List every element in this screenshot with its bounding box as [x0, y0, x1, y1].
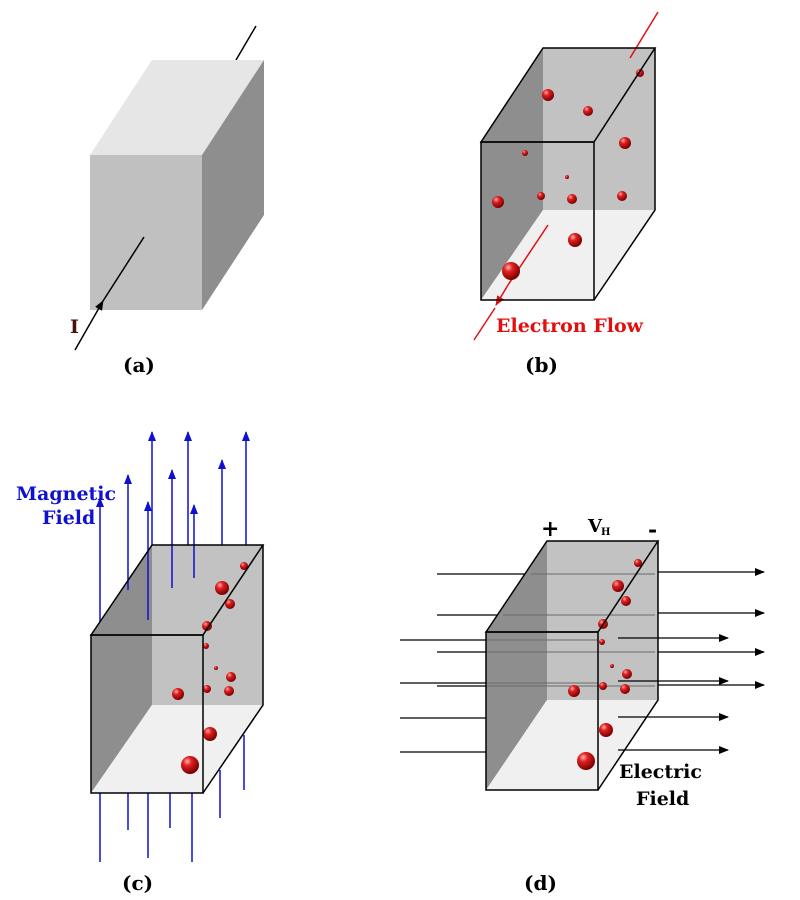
electron: [224, 686, 234, 696]
electrons-c: [172, 562, 248, 774]
caption-a: (a): [123, 353, 155, 377]
electron: [568, 685, 580, 697]
electron: [568, 233, 582, 247]
current-wire-top: [235, 25, 257, 61]
hall-voltage-subscript: H: [601, 527, 610, 538]
electron: [181, 756, 199, 774]
electron: [617, 191, 627, 201]
electrons-d: [568, 559, 642, 770]
hall-voltage-label: V: [587, 516, 603, 537]
block-left-face: [486, 541, 547, 790]
block-edges-c: [89, 544, 265, 794]
electron: [203, 685, 211, 693]
magnetic-field-lines-bottom: [99, 735, 245, 862]
block-edges-d: [484, 540, 660, 791]
block-left-face: [91, 545, 152, 793]
electron: [599, 639, 605, 645]
magnetic-field-arrows: [96, 431, 250, 622]
electron: [172, 688, 184, 700]
panel-d: + - V H Electric Field (d): [400, 516, 765, 895]
caption-c: (c): [122, 871, 153, 895]
caption-b: (b): [525, 353, 558, 377]
electron: [583, 106, 593, 116]
electron: [599, 682, 607, 690]
electric-field-arrows-right: [618, 568, 765, 754]
electrons-b: [492, 69, 644, 280]
electron: [565, 175, 569, 179]
positive-terminal-sign: +: [541, 516, 559, 542]
electron: [202, 621, 212, 631]
electron: [622, 669, 632, 679]
electric-field-lines-left: [400, 573, 531, 753]
electric-field-label-line1: Electric: [619, 761, 702, 783]
block-bottom-face: [481, 210, 655, 300]
electron-flow-arrow: [495, 284, 509, 306]
electron-flow-label: Electron Flow: [496, 315, 644, 337]
current-wire-inside: [102, 236, 145, 302]
electron: [226, 672, 236, 682]
panel-a: I (a): [70, 25, 264, 377]
current-label: I: [70, 316, 79, 338]
electron: [542, 89, 554, 101]
electron: [214, 666, 218, 670]
electron: [619, 137, 631, 149]
electron: [215, 581, 229, 595]
electric-field-label-line2: Field: [636, 788, 689, 810]
block-front-face: [90, 155, 202, 310]
block-left-face: [481, 48, 543, 300]
electron: [620, 684, 630, 694]
caption-d: (d): [524, 871, 557, 895]
electron: [537, 192, 545, 200]
electron-flow-line-bottom: [473, 307, 496, 341]
electron: [492, 196, 504, 208]
electron: [522, 150, 528, 156]
electron: [567, 194, 577, 204]
panel-c: Magnetic Field (c): [16, 431, 265, 895]
current-arrow: [74, 300, 104, 351]
electron: [240, 562, 248, 570]
block-right-face: [202, 60, 264, 310]
electron-flow-line-top: [629, 11, 659, 59]
electron: [577, 752, 595, 770]
block-back-face: [543, 48, 655, 210]
electron: [634, 559, 642, 567]
electron: [203, 643, 209, 649]
electron: [599, 723, 613, 737]
electron: [610, 664, 614, 668]
electron: [225, 599, 235, 609]
block-edges-b: [479, 47, 657, 301]
block-top-face: [90, 60, 264, 155]
electron: [621, 596, 631, 606]
electron: [203, 727, 217, 741]
block-bottom-face: [486, 700, 658, 790]
negative-terminal-sign: -: [648, 517, 657, 543]
magnetic-field-label-line2: Field: [42, 507, 95, 529]
electron: [502, 262, 520, 280]
electron: [612, 580, 624, 592]
panel-b: Electron Flow (b): [473, 11, 659, 377]
magnetic-field-label-line1: Magnetic: [16, 483, 116, 505]
block-bottom-face: [91, 705, 263, 793]
